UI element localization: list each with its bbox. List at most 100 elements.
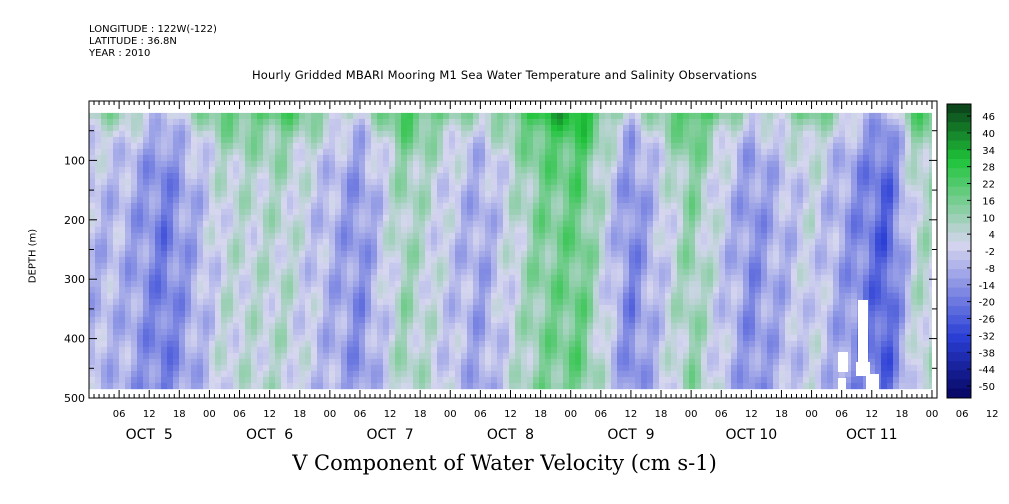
heatmap-cell: [419, 148, 426, 156]
heatmap-cell: [455, 190, 462, 198]
heatmap-cell: [113, 118, 120, 126]
heatmap-cell: [701, 334, 708, 342]
heatmap-cell: [533, 346, 540, 354]
heatmap-cell: [713, 370, 720, 378]
heatmap-cell: [203, 208, 210, 216]
heatmap-cell: [515, 142, 522, 150]
heatmap-cell: [713, 190, 720, 198]
heatmap-cell: [509, 268, 516, 276]
heatmap-cell: [527, 214, 534, 222]
heatmap-cell: [629, 370, 636, 378]
heatmap-cell: [587, 304, 594, 312]
heatmap-cell: [137, 346, 144, 354]
heatmap-cell: [317, 286, 324, 294]
heatmap-cell: [257, 250, 264, 258]
heatmap-cell: [629, 292, 636, 300]
heatmap-cell: [653, 376, 660, 384]
heatmap-cell: [497, 124, 504, 132]
heatmap-cell: [719, 226, 726, 234]
heatmap-cell: [581, 262, 588, 270]
heatmap-cell: [191, 244, 198, 252]
heatmap-cell: [689, 232, 696, 240]
heatmap-cell: [341, 256, 348, 264]
heatmap-cell: [539, 358, 546, 366]
heatmap-cell: [287, 220, 294, 228]
heatmap-cell: [155, 244, 162, 252]
heatmap-cell: [371, 274, 378, 282]
heatmap-cell: [137, 268, 144, 276]
heatmap-cell: [107, 190, 114, 198]
heatmap-cell: [443, 178, 450, 186]
heatmap-cell: [323, 148, 330, 156]
heatmap-cell: [641, 382, 648, 390]
heatmap-cell: [575, 184, 582, 192]
heatmap-cell: [161, 190, 168, 198]
heatmap-cell: [719, 202, 726, 210]
heatmap-cell: [155, 280, 162, 288]
heatmap-cell: [689, 214, 696, 222]
heatmap-cell: [479, 160, 486, 168]
heatmap-cell: [395, 214, 402, 222]
heatmap-cell: [143, 250, 150, 258]
heatmap-cell: [479, 190, 486, 198]
heatmap-cell: [335, 226, 342, 234]
heatmap-cell: [563, 112, 570, 120]
heatmap-cell: [551, 328, 558, 336]
heatmap-cell: [305, 280, 312, 288]
heatmap-cell: [467, 292, 474, 300]
heatmap-cell: [581, 268, 588, 276]
heatmap-cell: [341, 238, 348, 246]
heatmap-cell: [665, 310, 672, 318]
heatmap-cell: [719, 172, 726, 180]
heatmap-cell: [509, 370, 516, 378]
heatmap-cell: [569, 358, 576, 366]
heatmap-cell: [155, 268, 162, 276]
heatmap-cell: [329, 280, 336, 288]
heatmap-cell: [515, 136, 522, 144]
heatmap-cell: [689, 382, 696, 390]
heatmap-cell: [485, 148, 492, 156]
heatmap-cell: [701, 346, 708, 354]
heatmap-cell: [419, 166, 426, 174]
heatmap-cell: [365, 226, 372, 234]
heatmap-cell: [587, 358, 594, 366]
heatmap-cell: [287, 286, 294, 294]
heatmap-cell: [641, 364, 648, 372]
heatmap-cell: [443, 292, 450, 300]
heatmap-cell: [317, 130, 324, 138]
heatmap-cell: [179, 310, 186, 318]
heatmap-cell: [275, 112, 282, 120]
heatmap-cell: [605, 250, 612, 258]
heatmap-cell: [251, 334, 258, 342]
heatmap-cell: [311, 238, 318, 246]
heatmap-cell: [215, 166, 222, 174]
heatmap-cell: [443, 154, 450, 162]
heatmap-cell: [533, 112, 540, 120]
heatmap-cell: [575, 166, 582, 174]
heatmap-cell: [275, 334, 282, 342]
heatmap-cell: [425, 202, 432, 210]
heatmap-cell: [365, 364, 372, 372]
heatmap-cell: [293, 148, 300, 156]
heatmap-cell: [377, 214, 384, 222]
heatmap-cell: [485, 340, 492, 348]
heatmap-cell: [365, 322, 372, 330]
heatmap-cell: [299, 172, 306, 180]
heatmap-cell: [563, 286, 570, 294]
heatmap-cell: [647, 166, 654, 174]
heatmap-cell: [431, 136, 438, 144]
heatmap-cell: [341, 262, 348, 270]
heatmap-cell: [353, 130, 360, 138]
heatmap-cell: [647, 340, 654, 348]
heatmap-cell: [455, 304, 462, 312]
heatmap-cell: [671, 322, 678, 330]
heatmap-cell: [683, 298, 690, 306]
heatmap-cell: [455, 340, 462, 348]
heatmap-cell: [623, 226, 630, 234]
heatmap-cell: [473, 262, 480, 270]
heatmap-cell: [263, 238, 270, 246]
heatmap-cell: [167, 214, 174, 222]
heatmap-cell: [365, 142, 372, 150]
heatmap-cell: [119, 298, 126, 306]
heatmap-cell: [581, 370, 588, 378]
